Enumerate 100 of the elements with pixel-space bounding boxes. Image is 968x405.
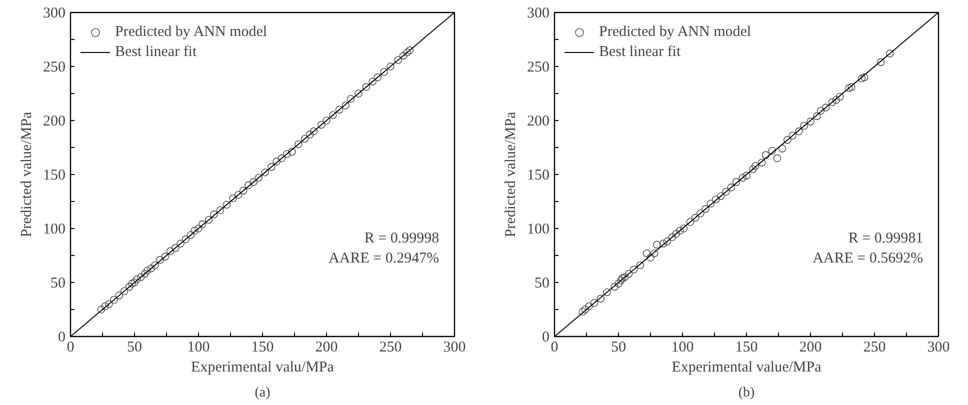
y-tick-label: 250 [527,60,550,76]
point [860,73,868,82]
y-tick-label: 250 [43,60,66,76]
point [828,98,836,106]
point [806,118,814,126]
point [717,192,725,200]
point [749,165,757,173]
point [706,200,715,208]
legend-label: Best linear fit [115,44,197,60]
point [672,230,680,238]
y-tick-label: 0 [542,330,550,346]
annotation: R = 0.99981 [848,230,924,246]
point [680,224,688,232]
point [768,146,776,155]
point [722,188,730,196]
y-tick-label: 300 [43,6,66,22]
x-tick-label: 50 [611,340,626,356]
point [795,127,803,136]
x-tick-label: 100 [187,340,210,356]
point [650,249,658,258]
point [845,84,853,92]
x-tick-label: 150 [251,340,274,356]
text: (a) [254,386,271,400]
legend-label: Predicted by ANN model [115,24,268,40]
point [858,74,866,82]
x-tick-label: 100 [671,340,694,356]
point [581,306,590,314]
point [590,299,598,307]
x-tick-label: 250 [863,340,886,356]
annotation: R = 0.99998 [364,230,440,246]
x-tick-label: 200 [315,340,338,356]
point [691,214,700,222]
x-tick-label: 300 [927,340,950,356]
y-tick-label: 200 [527,114,550,130]
y-tick-label: 150 [43,168,66,184]
point [848,83,856,91]
point [614,280,622,288]
point [653,240,661,249]
legend-label: Best linear fit [599,44,681,60]
point [646,254,654,262]
point [784,136,792,144]
point [624,270,633,278]
point [618,274,626,282]
point [778,144,786,152]
x-tick-label: 250 [379,340,402,356]
point [877,58,885,66]
point [686,218,694,226]
y-axis-title: Predicted value/MPa [19,111,35,238]
point [642,249,651,258]
y-tick-label: 0 [58,330,66,346]
legend-label: Predicted by ANN model [599,24,752,40]
annotation: AARE = 0.2947% [328,250,440,266]
y-tick-label: 150 [527,168,550,184]
point [732,178,740,186]
point [800,122,808,130]
text: (b) [738,386,755,400]
point [663,238,672,246]
point [822,104,830,112]
point [630,266,638,274]
y-tick-label: 50 [534,276,550,292]
point [578,308,587,316]
point [696,209,704,218]
annotation: AARE = 0.5692% [812,250,924,266]
point [610,282,619,291]
point [727,184,736,192]
point [617,276,625,284]
point [762,151,770,159]
y-tick-label: 100 [43,222,66,238]
point [603,288,611,296]
point [636,261,644,270]
y-tick-label: 50 [50,276,66,292]
point [758,158,766,167]
x-tick-label: 200 [799,340,822,356]
point [702,205,710,213]
point [668,233,676,242]
point [773,154,782,162]
y-tick-label: 100 [527,222,550,238]
y-tick-label: 200 [43,114,66,130]
x-axis-title: Experimental valu/MPa [191,360,334,376]
point [738,174,747,182]
x-tick-label: 300 [443,340,466,356]
point [596,294,604,303]
point [886,50,894,58]
point [813,112,821,120]
point [816,106,825,115]
point [659,240,668,248]
point [742,172,750,180]
x-tick-label: 50 [127,340,142,356]
point [676,226,684,235]
point [585,302,593,310]
y-axis-title: Predicted value/MPa [503,111,519,238]
y-tick-label: 300 [527,6,550,22]
point [788,132,796,140]
point [832,96,840,104]
point [752,162,760,170]
point [836,92,844,101]
point [621,273,629,281]
point [712,195,720,204]
x-axis-title: Experimental value/MPa [672,360,822,376]
x-tick-label: 150 [735,340,758,356]
